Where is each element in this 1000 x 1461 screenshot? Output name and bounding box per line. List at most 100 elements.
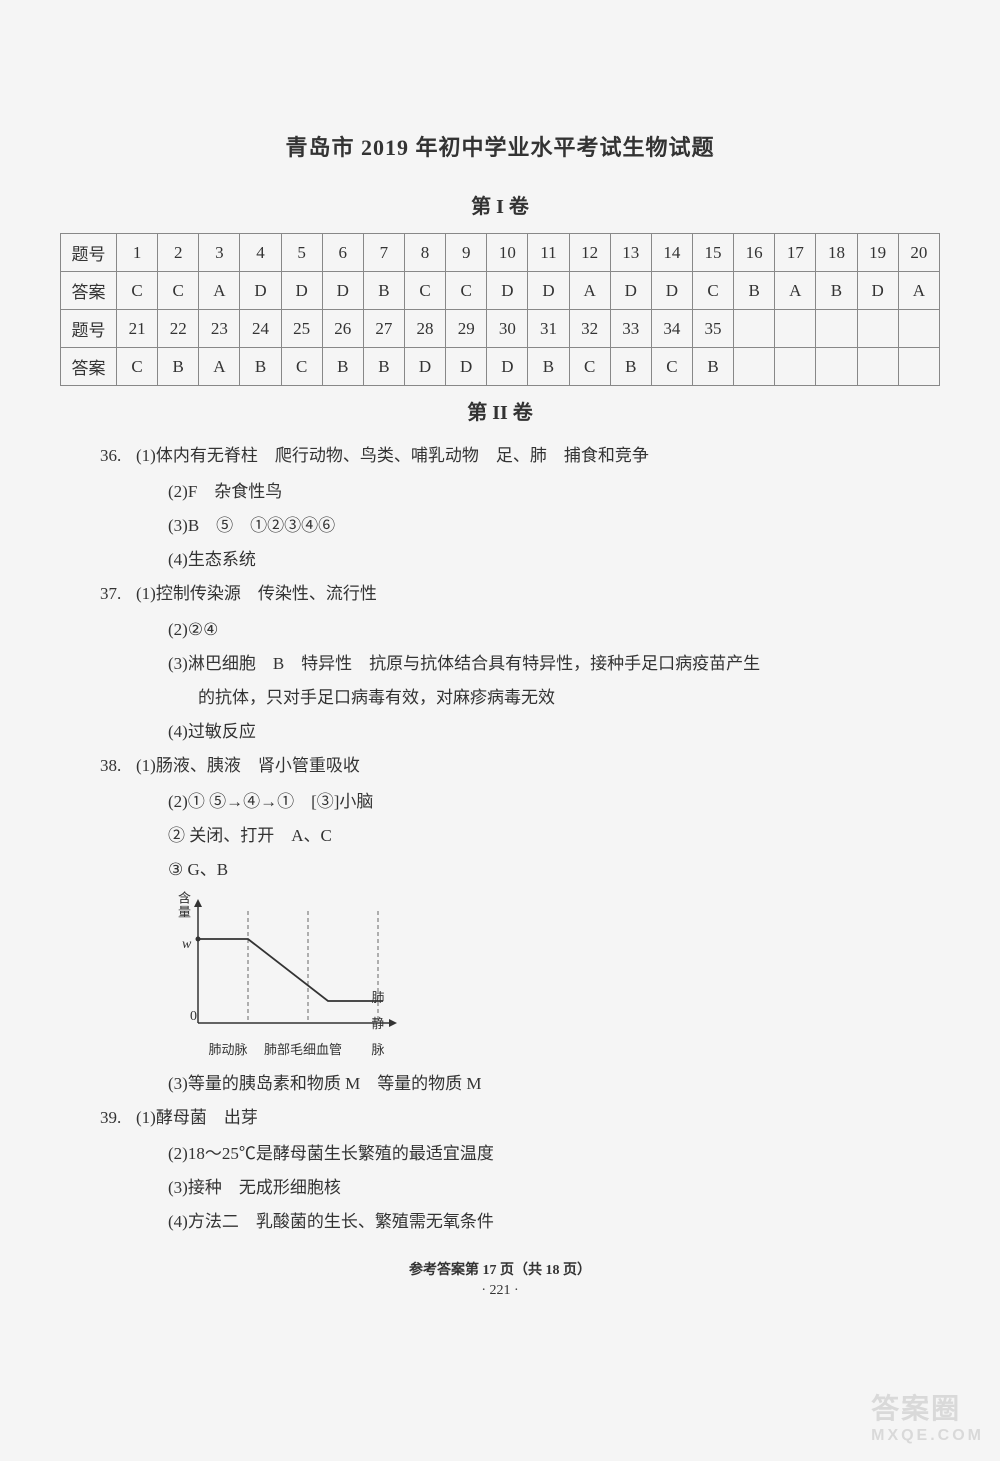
line-chart: 含量 w 0 肺动脉 肺部毛细血管 肺静脉 bbox=[168, 893, 940, 1061]
q-text: (1)酵母菌 出芽 bbox=[136, 1108, 258, 1127]
cell bbox=[816, 348, 857, 386]
cell: B bbox=[816, 272, 857, 310]
cell: C bbox=[281, 348, 322, 386]
row-label: 题号 bbox=[61, 310, 117, 348]
cell: 20 bbox=[898, 234, 939, 272]
q-text: (2)① ⑤→④→① [③]小脑 bbox=[100, 785, 940, 819]
cell bbox=[775, 348, 816, 386]
q-text: (2)F 杂食性鸟 bbox=[100, 475, 940, 509]
table-row: 答案 C B A B C B B D D D B C B C B bbox=[61, 348, 940, 386]
section1-title: 第 I 卷 bbox=[60, 190, 940, 219]
cell: D bbox=[610, 272, 651, 310]
cell: D bbox=[857, 272, 898, 310]
q-text: (3)等量的胰岛素和物质 M 等量的物质 M bbox=[100, 1067, 940, 1101]
cell: 11 bbox=[528, 234, 569, 272]
q-text: (3)B ⑤ ①②③④⑥ bbox=[100, 509, 940, 543]
cell: B bbox=[692, 348, 733, 386]
q39: 39.(1)酵母菌 出芽 bbox=[100, 1101, 940, 1135]
q37: 37.(1)控制传染源 传染性、流行性 bbox=[100, 577, 940, 611]
cell: C bbox=[446, 272, 487, 310]
table-row: 答案 C C A D D D B C C D D A D D C B A B D… bbox=[61, 272, 940, 310]
cell: 35 bbox=[692, 310, 733, 348]
q-text: ② 关闭、打开 A、C bbox=[100, 819, 940, 853]
cell: A bbox=[199, 272, 240, 310]
exam-page: 青岛市 2019 年初中学业水平考试生物试题 第 I 卷 题号 1 2 3 4 … bbox=[60, 0, 940, 1299]
chart-origin-label: 0 bbox=[190, 1003, 197, 1031]
chart-ytick: w bbox=[182, 931, 191, 959]
row-label: 答案 bbox=[61, 272, 117, 310]
cell: 13 bbox=[610, 234, 651, 272]
q-text: (2)②④ bbox=[100, 613, 940, 647]
free-response-block: 36.(1)体内有无脊柱 爬行动物、鸟类、哺乳动物 足、肺 捕食和竞争 (2)F… bbox=[60, 439, 940, 1239]
q38: 38.(1)肠液、胰液 肾小管重吸收 bbox=[100, 749, 940, 783]
cell bbox=[775, 310, 816, 348]
cell: C bbox=[158, 272, 199, 310]
cell: C bbox=[117, 272, 158, 310]
cell: C bbox=[569, 348, 610, 386]
cell: B bbox=[528, 348, 569, 386]
cell: 9 bbox=[446, 234, 487, 272]
cell: 30 bbox=[487, 310, 528, 348]
cell: C bbox=[651, 348, 692, 386]
cell: 18 bbox=[816, 234, 857, 272]
q-text: (4)方法二 乳酸菌的生长、繁殖需无氧条件 bbox=[100, 1205, 940, 1239]
cell: B bbox=[158, 348, 199, 386]
cell bbox=[898, 348, 939, 386]
cell: 24 bbox=[240, 310, 281, 348]
cell bbox=[734, 348, 775, 386]
cell: B bbox=[322, 348, 363, 386]
cell bbox=[816, 310, 857, 348]
table-row: 题号 21 22 23 24 25 26 27 28 29 30 31 32 3… bbox=[61, 310, 940, 348]
table-row: 题号 1 2 3 4 5 6 7 8 9 10 11 12 13 14 15 1… bbox=[61, 234, 940, 272]
cell: B bbox=[363, 348, 404, 386]
answer-key-table: 题号 1 2 3 4 5 6 7 8 9 10 11 12 13 14 15 1… bbox=[60, 233, 940, 386]
cell: B bbox=[610, 348, 651, 386]
chart-xtick: 肺部毛细血管 bbox=[264, 1037, 342, 1063]
cell: D bbox=[281, 272, 322, 310]
q36: 36.(1)体内有无脊柱 爬行动物、鸟类、哺乳动物 足、肺 捕食和竞争 bbox=[100, 439, 940, 473]
cell: D bbox=[404, 348, 445, 386]
cell: 26 bbox=[322, 310, 363, 348]
watermark-text: 答案圈 bbox=[871, 1393, 961, 1424]
q-text: ③ G、B bbox=[100, 853, 940, 887]
cell: A bbox=[775, 272, 816, 310]
cell: 3 bbox=[199, 234, 240, 272]
section2-title: 第 II 卷 bbox=[60, 396, 940, 425]
cell: B bbox=[734, 272, 775, 310]
q-text: (1)控制传染源 传染性、流行性 bbox=[136, 584, 377, 603]
cell bbox=[857, 310, 898, 348]
cell: 10 bbox=[487, 234, 528, 272]
cell: 6 bbox=[322, 234, 363, 272]
cell: 28 bbox=[404, 310, 445, 348]
cell: D bbox=[487, 348, 528, 386]
cell: 25 bbox=[281, 310, 322, 348]
cell: 32 bbox=[569, 310, 610, 348]
q-text: (1)肠液、胰液 肾小管重吸收 bbox=[136, 756, 360, 775]
cell: 4 bbox=[240, 234, 281, 272]
cell: 21 bbox=[117, 310, 158, 348]
cell: D bbox=[240, 272, 281, 310]
cell: D bbox=[322, 272, 363, 310]
cell: 33 bbox=[610, 310, 651, 348]
cell: C bbox=[117, 348, 158, 386]
cell: A bbox=[199, 348, 240, 386]
row-label: 题号 bbox=[61, 234, 117, 272]
chart-xtick: 肺静脉 bbox=[368, 985, 388, 1063]
q-num: 38. bbox=[100, 749, 136, 783]
cell: 12 bbox=[569, 234, 610, 272]
q-text: 的抗体，只对手足口病毒有效，对麻疹病毒无效 bbox=[100, 681, 940, 715]
chart-xtick: 肺动脉 bbox=[208, 1037, 247, 1063]
cell: D bbox=[651, 272, 692, 310]
q-num: 36. bbox=[100, 439, 136, 473]
cell: 27 bbox=[363, 310, 404, 348]
q-text: (4)生态系统 bbox=[100, 543, 940, 577]
cell: 8 bbox=[404, 234, 445, 272]
cell: C bbox=[404, 272, 445, 310]
cell: 5 bbox=[281, 234, 322, 272]
cell: 7 bbox=[363, 234, 404, 272]
cell: 31 bbox=[528, 310, 569, 348]
cell: 17 bbox=[775, 234, 816, 272]
cell: 23 bbox=[199, 310, 240, 348]
q-text: (3)接种 无成形细胞核 bbox=[100, 1171, 940, 1205]
cell: 16 bbox=[734, 234, 775, 272]
